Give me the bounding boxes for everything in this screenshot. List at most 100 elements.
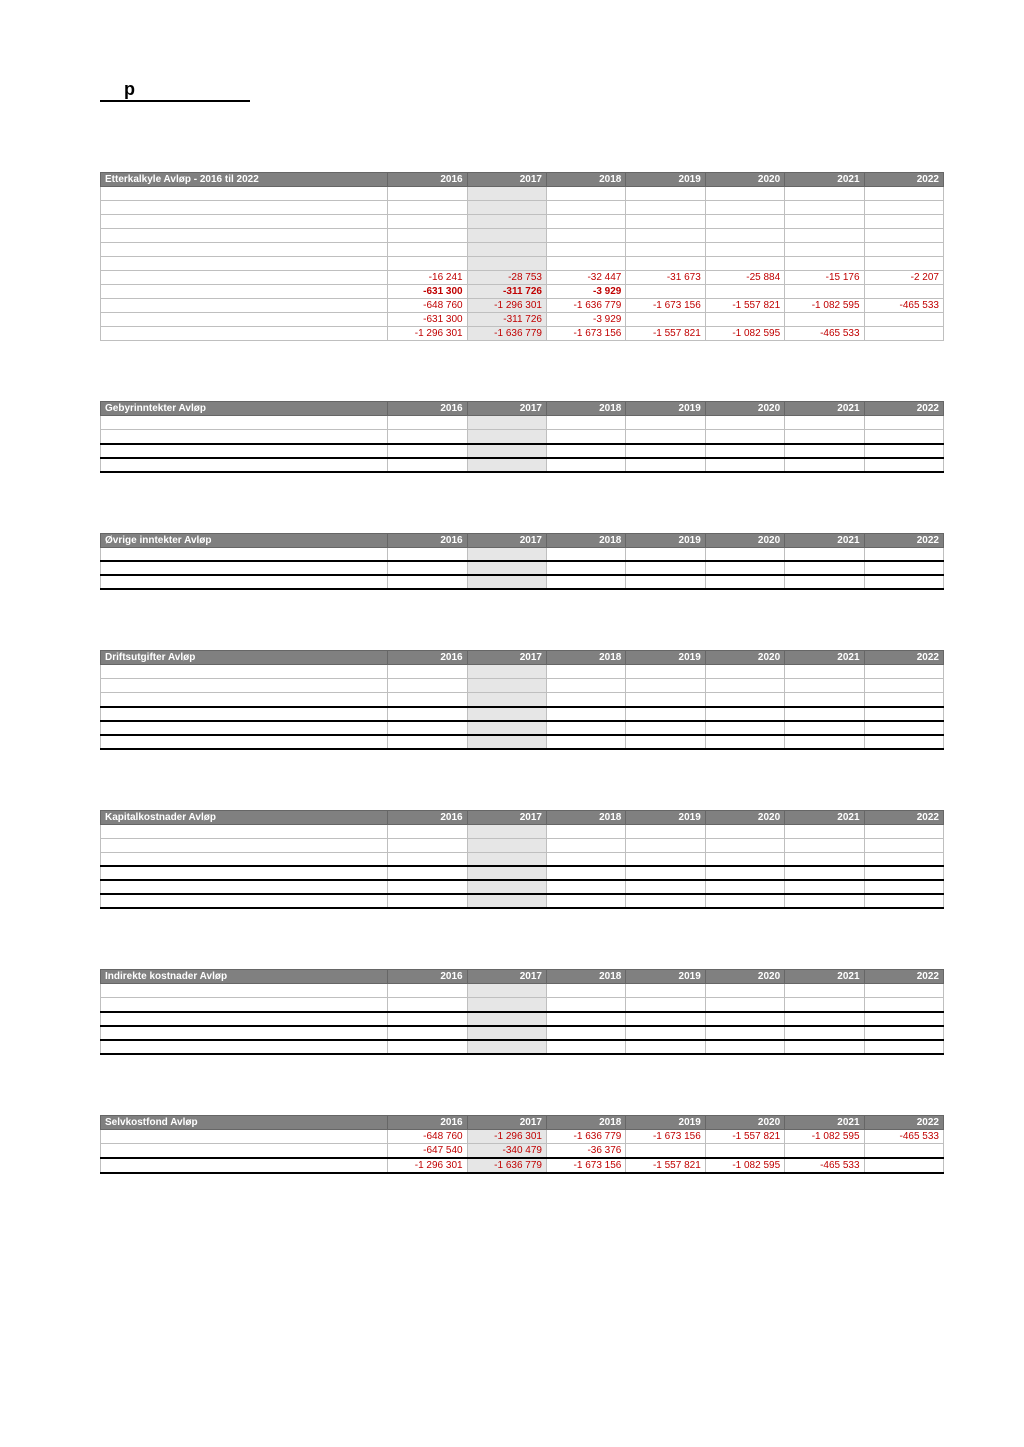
cell [467, 430, 546, 444]
table-header-year: 2018 [546, 173, 625, 187]
cell [864, 894, 943, 908]
cell [705, 285, 784, 299]
table-header-year: 2021 [785, 651, 864, 665]
cell [546, 215, 625, 229]
cell [785, 561, 864, 575]
cell [785, 430, 864, 444]
row-label [101, 243, 388, 257]
table-header-label: Driftsutgifter Avløp [101, 651, 388, 665]
cell [467, 458, 546, 472]
cell [705, 458, 784, 472]
row-label [101, 665, 388, 679]
cell [705, 561, 784, 575]
page-title: p [100, 80, 250, 102]
cell [546, 894, 625, 908]
table-row: -1 296 301-1 636 779-1 673 156-1 557 821… [101, 1158, 944, 1173]
row-label [101, 1026, 388, 1040]
row-label [101, 838, 388, 852]
cell [785, 229, 864, 243]
table-row [101, 416, 944, 430]
cell [626, 1040, 705, 1054]
cell [705, 824, 784, 838]
cell [388, 215, 467, 229]
table-header-year: 2022 [864, 810, 943, 824]
cell [626, 215, 705, 229]
cell [864, 327, 943, 341]
table-header-year: 2019 [626, 402, 705, 416]
cell: -1 673 156 [626, 299, 705, 313]
cell [864, 215, 943, 229]
cell [467, 824, 546, 838]
cell [785, 201, 864, 215]
cell [546, 852, 625, 866]
cell [785, 735, 864, 749]
table-row [101, 575, 944, 589]
cell [785, 707, 864, 721]
row-label [101, 561, 388, 575]
cell [626, 984, 705, 998]
cell [467, 735, 546, 749]
cell: -631 300 [388, 313, 467, 327]
table-header-year: 2016 [388, 651, 467, 665]
cell [546, 201, 625, 215]
table-header-label: Gebyrinntekter Avløp [101, 402, 388, 416]
cell [864, 1012, 943, 1026]
cell [546, 838, 625, 852]
cell [864, 665, 943, 679]
cell [546, 229, 625, 243]
table-header-year: 2016 [388, 1115, 467, 1129]
row-label [101, 257, 388, 271]
cell [864, 693, 943, 707]
table-gebyr: Gebyrinntekter Avløp20162017201820192020… [100, 401, 944, 473]
cell [785, 880, 864, 894]
cell [785, 838, 864, 852]
table-header-year: 2017 [467, 810, 546, 824]
table-row [101, 735, 944, 749]
cell [785, 444, 864, 458]
cell [705, 838, 784, 852]
cell [705, 984, 784, 998]
table-row [101, 679, 944, 693]
table-header-year: 2022 [864, 1115, 943, 1129]
cell [388, 693, 467, 707]
cell [705, 201, 784, 215]
table-header-year: 2021 [785, 1115, 864, 1129]
table-row: -631 300-311 726-3 929 [101, 313, 944, 327]
cell: -3 929 [546, 285, 625, 299]
cell: -1 082 595 [785, 299, 864, 313]
cell [388, 707, 467, 721]
cell [626, 866, 705, 880]
row-label [101, 229, 388, 243]
cell: -1 082 595 [705, 327, 784, 341]
table-header-year: 2020 [705, 651, 784, 665]
cell [705, 880, 784, 894]
cell [864, 201, 943, 215]
table-row [101, 838, 944, 852]
cell [467, 215, 546, 229]
page: p Etterkalkyle Avløp - 2016 til 20222016… [0, 0, 1024, 1294]
cell [546, 693, 625, 707]
cell [785, 458, 864, 472]
cell [388, 665, 467, 679]
table-kapital: Kapitalkostnader Avløp201620172018201920… [100, 810, 944, 910]
cell [705, 1012, 784, 1026]
cell [546, 735, 625, 749]
table-header-year: 2022 [864, 402, 943, 416]
cell: -1 557 821 [705, 299, 784, 313]
table-header-year: 2017 [467, 533, 546, 547]
row-label [101, 679, 388, 693]
cell [864, 1143, 943, 1158]
cell: -1 673 156 [546, 1158, 625, 1173]
cell [388, 866, 467, 880]
table-header-year: 2017 [467, 651, 546, 665]
cell [864, 838, 943, 852]
cell [626, 229, 705, 243]
cell: -1 082 595 [705, 1158, 784, 1173]
cell [705, 215, 784, 229]
cell [785, 416, 864, 430]
row-label [101, 721, 388, 735]
cell [467, 444, 546, 458]
cell: -1 636 779 [467, 327, 546, 341]
table-row [101, 866, 944, 880]
cell [467, 257, 546, 271]
